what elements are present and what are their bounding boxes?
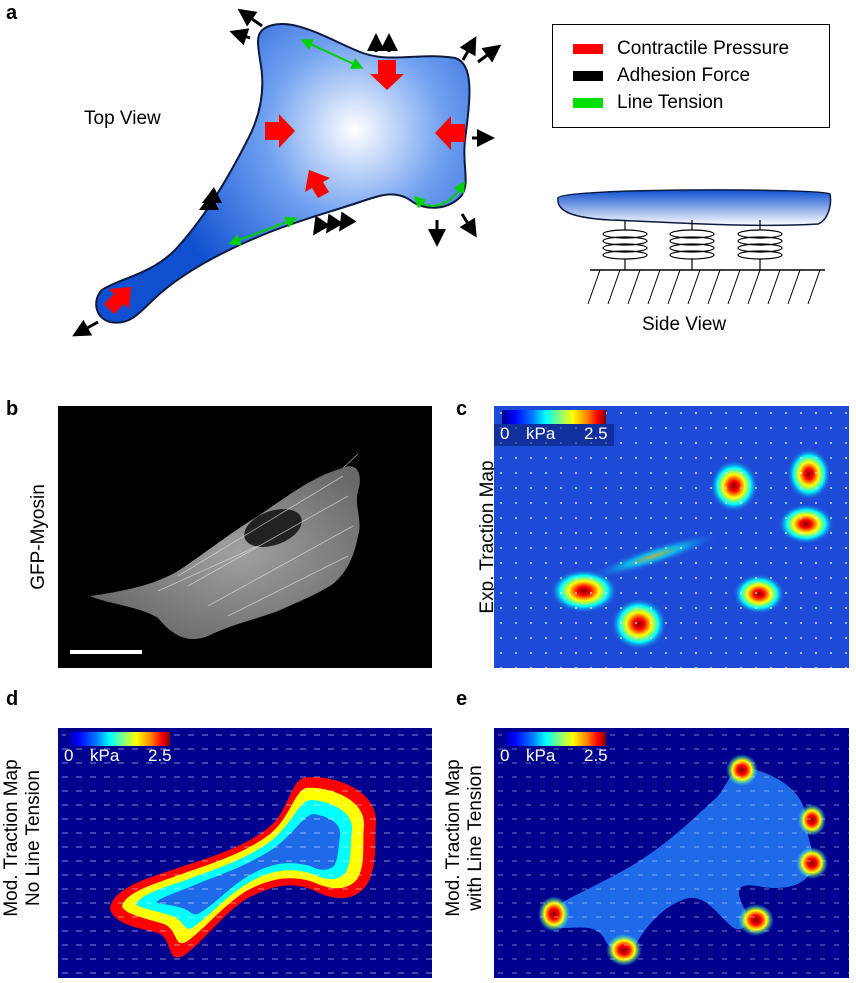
colorbar-unit-label: kPa [90,746,120,765]
colorbar-unit-label: kPa [526,424,556,443]
adhesion-springs [602,220,783,270]
legend-label: Line Tension [617,92,724,113]
legend: Contractile Pressure Adhesion Force Line… [552,24,830,128]
legend-swatch-red [573,44,603,54]
adhesion-force-arrows [72,8,502,337]
colorbar [66,732,170,746]
side-view-label: Side View [642,314,727,335]
substrate-hatching [587,269,821,305]
legend-item-line-tension: Line Tension [573,91,723,115]
panel-d-ylabel-line1: Mod. Traction Map [1,759,22,917]
top-view-label: Top View [84,108,161,129]
colorbar-min-label: 0 [500,424,510,443]
myosin-micrograph [58,406,432,668]
cell-side-view-diagram [557,189,832,305]
panel-b-ylabel: GFP-Myosin [28,484,49,590]
panel-b-letter: b [6,398,19,420]
cell-top-view-diagram [72,8,502,337]
panel-a-letter: a [6,2,18,24]
mod-traction-map-no-tension: 0 kPa 2.5 [58,728,432,978]
panel-e-letter: e [456,688,468,710]
colorbar [502,732,606,746]
colorbar-min-label: 0 [64,746,74,765]
panel-d-letter: d [6,688,19,710]
panel-d-ylabel-line2: No Line Tension [23,770,44,906]
legend-item-contractile: Contractile Pressure [573,37,789,61]
legend-swatch-black [573,71,603,81]
legend-label: Contractile Pressure [617,38,790,59]
panel-d-ylabel: Mod. Traction Map No Line Tension [1,743,45,933]
panel-e-ylabel: Mod. Traction Map with Line Tension [443,743,487,933]
cell-shape-no-tension [58,728,432,978]
mod-traction-map-with-tension: 0 kPa 2.5 [494,728,849,978]
colorbar-min-label: 0 [500,746,510,765]
line-tension-arrows [228,39,466,246]
colorbar-max-label: 2.5 [584,746,608,765]
scale-bar [70,650,142,654]
legend-item-adhesion: Adhesion Force [573,64,750,88]
colorbar-max-label: 2.5 [148,746,172,765]
panel-e-ylabel-line2: with Line Tension [465,765,486,911]
legend-swatch-green [573,98,603,108]
panel-e-ylabel-line1: Mod. Traction Map [443,759,464,917]
exp-traction-map: 0 kPa 2.5 [494,406,849,668]
colorbar [502,410,606,424]
panel-c-letter: c [456,398,468,420]
contractile-pressure-arrows [104,60,465,314]
cell-outline [95,23,471,324]
legend-label: Adhesion Force [617,65,751,86]
colorbar-unit-label: kPa [526,746,556,765]
colorbar-max-label: 2.5 [584,424,608,443]
